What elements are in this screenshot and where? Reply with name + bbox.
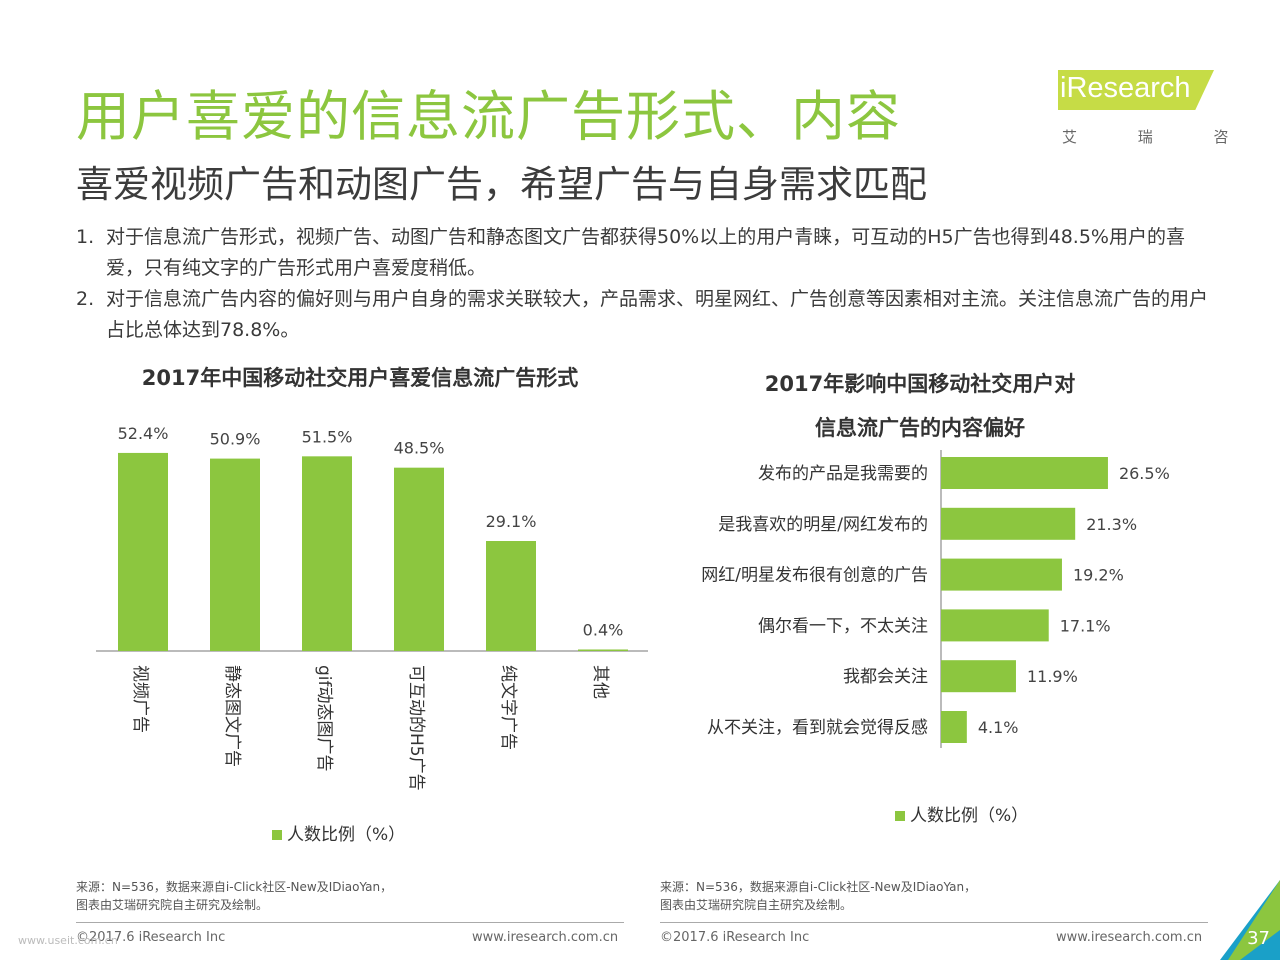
page-number: 37: [1247, 928, 1270, 949]
source-line: 来源：N=536，数据来源自i-Click社区-New及IDiaoYan，: [76, 880, 393, 894]
left-chart-title: 2017年中国移动社交用户喜爱信息流广告形式: [141, 366, 579, 390]
right-chart-title-line: 2017年影响中国移动社交用户对: [764, 372, 1076, 396]
watermark: www.useit.com.cn: [18, 934, 118, 947]
category-label: 偶尔看一下，不太关注: [758, 616, 928, 636]
bar: [118, 452, 168, 651]
left-chart-legend: 人数比例（%）: [272, 820, 405, 845]
bullet-text: 对于信息流广告形式，视频广告、动图广告和静态图文广告都获得50%以上的用户青睐，…: [106, 226, 1185, 279]
category-label: 是我喜欢的明星/网红发布的: [718, 515, 928, 535]
source-line: 来源：N=536，数据来源自i-Click社区-New及IDiaoYan，: [660, 880, 977, 894]
bar: [486, 541, 536, 651]
page-subtitle: 喜爱视频广告和动图广告，希望广告与自身需求匹配: [76, 163, 927, 206]
bar: [941, 660, 1016, 693]
category-label: 其他: [590, 665, 610, 699]
category-label: 可互动的H5广告: [406, 665, 426, 791]
bar: [941, 711, 967, 743]
right-chart-title: 2017年影响中国移动社交用户对 信息流广告的内容偏好: [660, 362, 1180, 450]
bar: [941, 507, 1076, 540]
left-source-note: 来源：N=536，数据来源自i-Click社区-New及IDiaoYan， 图表…: [76, 878, 392, 914]
bar: [578, 649, 628, 651]
iresearch-logo: iResearch 艾 瑞 咨 询: [1054, 68, 1280, 148]
bar: [394, 467, 444, 651]
bullet-number: 1.: [76, 226, 95, 248]
data-label: 52.4%: [118, 424, 169, 443]
category-label: gif动态图广告: [314, 665, 334, 772]
summary-bullets: 1. 对于信息流广告形式，视频广告、动图广告和静态图文广告都获得50%以上的用户…: [76, 222, 1216, 346]
data-label: 17.1%: [1060, 616, 1111, 635]
footer-website: www.iresearch.com.cn: [472, 930, 619, 945]
bar: [210, 458, 260, 651]
data-label: 50.9%: [210, 430, 261, 449]
footer-copyright: ©2017.6 iResearch Inc: [76, 930, 226, 945]
right-chart-title-line: 信息流广告的内容偏好: [815, 416, 1025, 440]
category-label: 我都会关注: [843, 667, 928, 687]
footer-divider: [660, 922, 1208, 923]
bar: [302, 456, 352, 651]
bar: [941, 558, 1062, 591]
legend-swatch: [272, 830, 282, 840]
left-bar-chart: 52.4% 视频广告 50.9% 静态图文广告 51.5% gif动态图广告 48.5% 可互…: [96, 424, 648, 791]
logo-brand-text: iResearch: [1060, 72, 1191, 104]
category-label: 视频广告: [130, 665, 150, 733]
bullet-text: 对于信息流广告内容的偏好则与用户自身的需求关联较大，产品需求、明星网红、广告创意…: [106, 288, 1209, 341]
data-label: 26.5%: [1119, 464, 1170, 483]
category-label: 网红/明星发布很有创意的广告: [701, 566, 928, 586]
data-label: 0.4%: [583, 620, 624, 639]
right-bar-chart: 发布的产品是我需要的 26.5% 是我喜欢的明星/网红发布的 21.3% 网红/明星发布…: [701, 450, 1170, 748]
data-label: 21.3%: [1086, 515, 1137, 534]
bullet-number: 2.: [76, 288, 95, 310]
logo-sub-text: 艾 瑞 咨 询: [1062, 128, 1280, 146]
data-label: 4.1%: [978, 718, 1019, 737]
category-label: 纯文字广告: [498, 665, 518, 750]
data-label: 19.2%: [1073, 566, 1124, 585]
category-label: 静态图文广告: [222, 665, 242, 767]
category-label: 从不关注，看到就会觉得反感: [707, 718, 928, 738]
data-label: 51.5%: [302, 427, 353, 446]
right-source-note: 来源：N=536，数据来源自i-Click社区-New及IDiaoYan， 图表…: [660, 878, 976, 914]
bullet-item: 1. 对于信息流广告形式，视频广告、动图广告和静态图文广告都获得50%以上的用户…: [76, 222, 1216, 284]
page-title: 用户喜爱的信息流广告形式、内容: [76, 85, 901, 148]
bullet-item: 2. 对于信息流广告内容的偏好则与用户自身的需求关联较大，产品需求、明星网红、广…: [76, 284, 1216, 346]
data-label: 48.5%: [394, 439, 445, 458]
bar: [941, 457, 1108, 489]
footer-divider: [76, 922, 624, 923]
logo-badge: [1058, 70, 1214, 110]
category-label: 发布的产品是我需要的: [758, 464, 928, 484]
source-line: 图表由艾瑞研究院自主研究及绘制。: [660, 898, 853, 912]
legend-label: 人数比例（%）: [910, 806, 1029, 826]
page-corner-triangle: [1220, 880, 1280, 960]
footer-website: www.iresearch.com.cn: [1056, 930, 1203, 945]
right-chart-legend: 人数比例（%）: [895, 801, 1028, 826]
source-line: 图表由艾瑞研究院自主研究及绘制。: [76, 898, 269, 912]
legend-label: 人数比例（%）: [287, 825, 406, 845]
data-label: 29.1%: [486, 512, 537, 531]
bar: [941, 609, 1049, 642]
legend-swatch: [895, 811, 905, 821]
footer-copyright: ©2017.6 iResearch Inc: [660, 930, 810, 945]
data-label: 11.9%: [1027, 667, 1078, 686]
